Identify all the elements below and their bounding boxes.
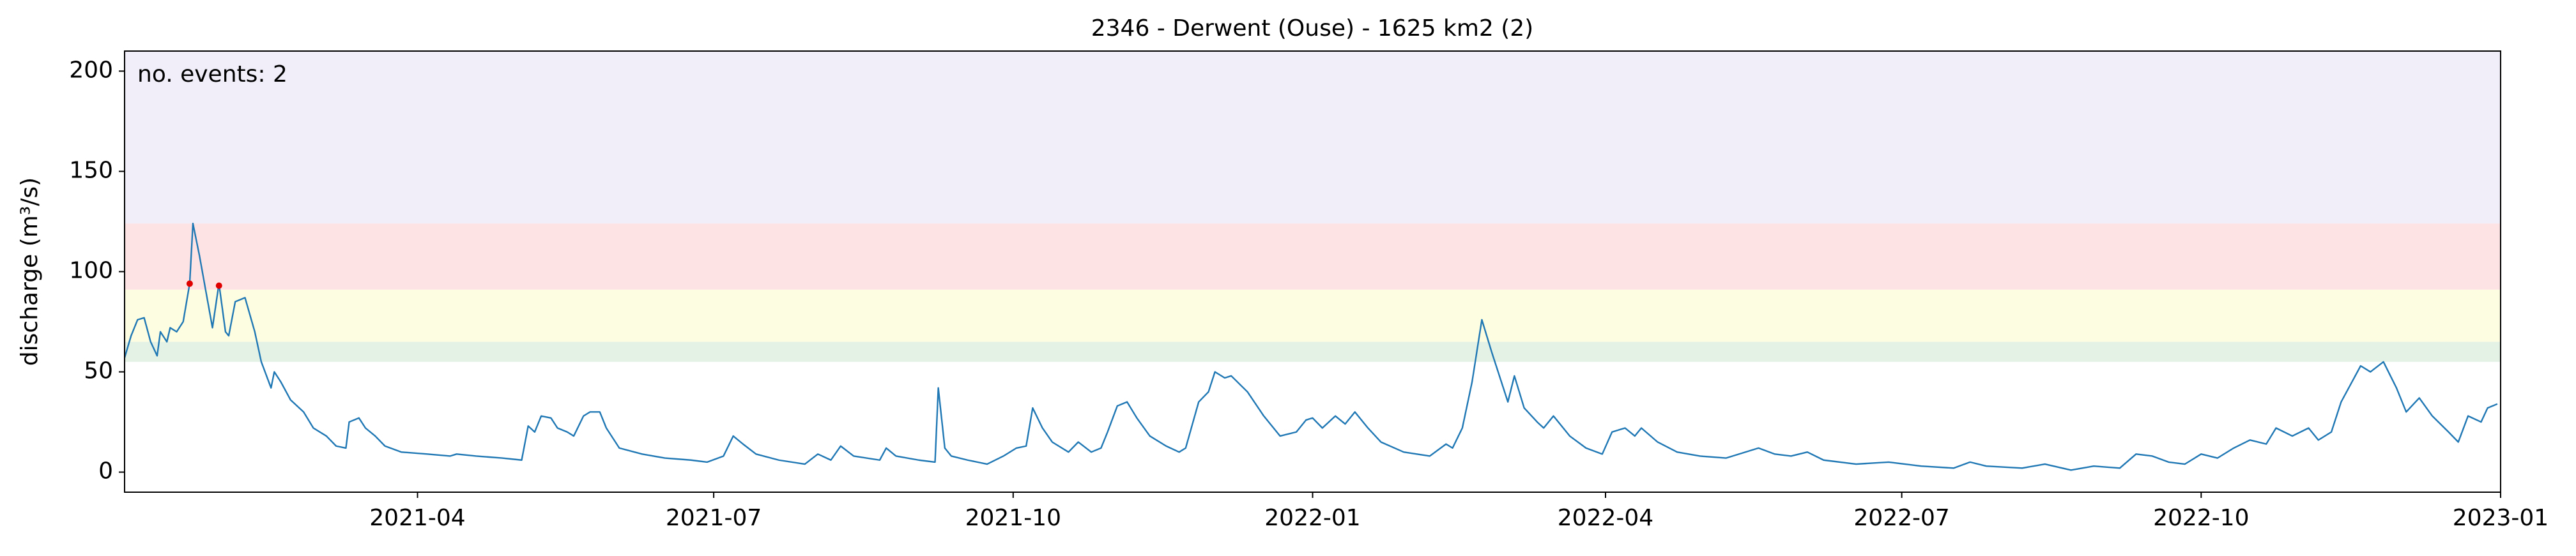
x-tick-label: 2022-01 [1264, 505, 1360, 531]
x-tick-label: 2022-04 [1558, 505, 1653, 531]
event-marker [215, 282, 222, 289]
threshold-band [125, 289, 2501, 342]
threshold-band [125, 223, 2501, 290]
plot-frame [124, 50, 2501, 493]
y-tick-label: 50 [84, 358, 113, 384]
y-axis-label: discharge (m³/s) [17, 177, 43, 366]
discharge-line [123, 222, 2498, 471]
threshold-band [125, 51, 2501, 224]
event-count: no. events: 2 [137, 61, 288, 87]
x-tick-label: 2023-01 [2453, 505, 2549, 531]
threshold-band [125, 342, 2501, 362]
x-tick-label: 2021-04 [369, 505, 465, 531]
y-tick-label: 0 [98, 458, 113, 485]
x-tick-label: 2021-10 [965, 505, 1061, 531]
x-tick-label: 2022-07 [1853, 505, 1949, 531]
x-tick-label: 2021-07 [666, 505, 762, 531]
event-marker [186, 280, 193, 287]
y-tick-label: 100 [69, 258, 113, 284]
chart-title: 2346 - Derwent (Ouse) - 1625 km2 (2) [1091, 15, 1533, 41]
y-tick-label: 200 [69, 57, 113, 83]
y-tick-label: 150 [69, 157, 113, 183]
x-tick-label: 2022-10 [2153, 505, 2249, 531]
